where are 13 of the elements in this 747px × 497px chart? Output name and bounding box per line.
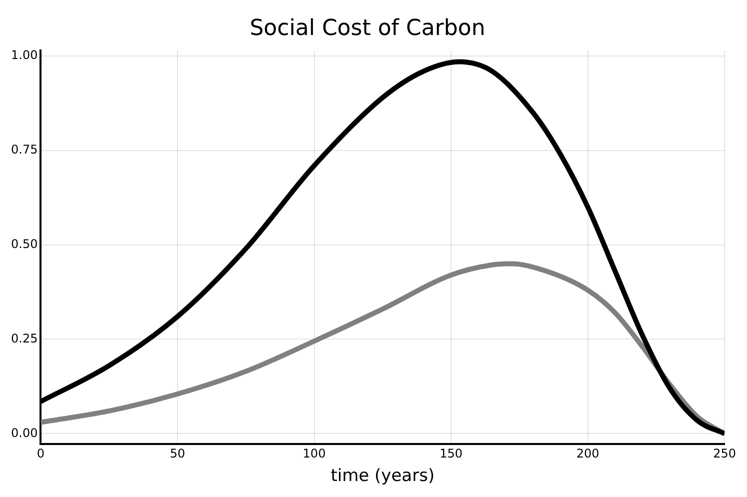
x-tick-label: 100 <box>302 446 326 461</box>
x-axis-title: time (years) <box>330 466 435 486</box>
x-tick-label: 200 <box>576 446 600 461</box>
x-tick-label: 50 <box>170 446 186 461</box>
y-tick-label: 1.00 <box>11 48 38 62</box>
chart-title: Social Cost of Carbon <box>250 16 486 41</box>
y-tick-label: 0.00 <box>11 426 38 440</box>
x-tick-label: 0 <box>36 446 45 461</box>
y-tick-label: 0.50 <box>11 236 38 251</box>
x-tick-label: 150 <box>440 446 462 461</box>
y-tick-label: 0.75 <box>11 142 38 157</box>
x-tick-label: 250 <box>713 446 736 461</box>
y-tick-label: 0.25 <box>11 331 38 346</box>
